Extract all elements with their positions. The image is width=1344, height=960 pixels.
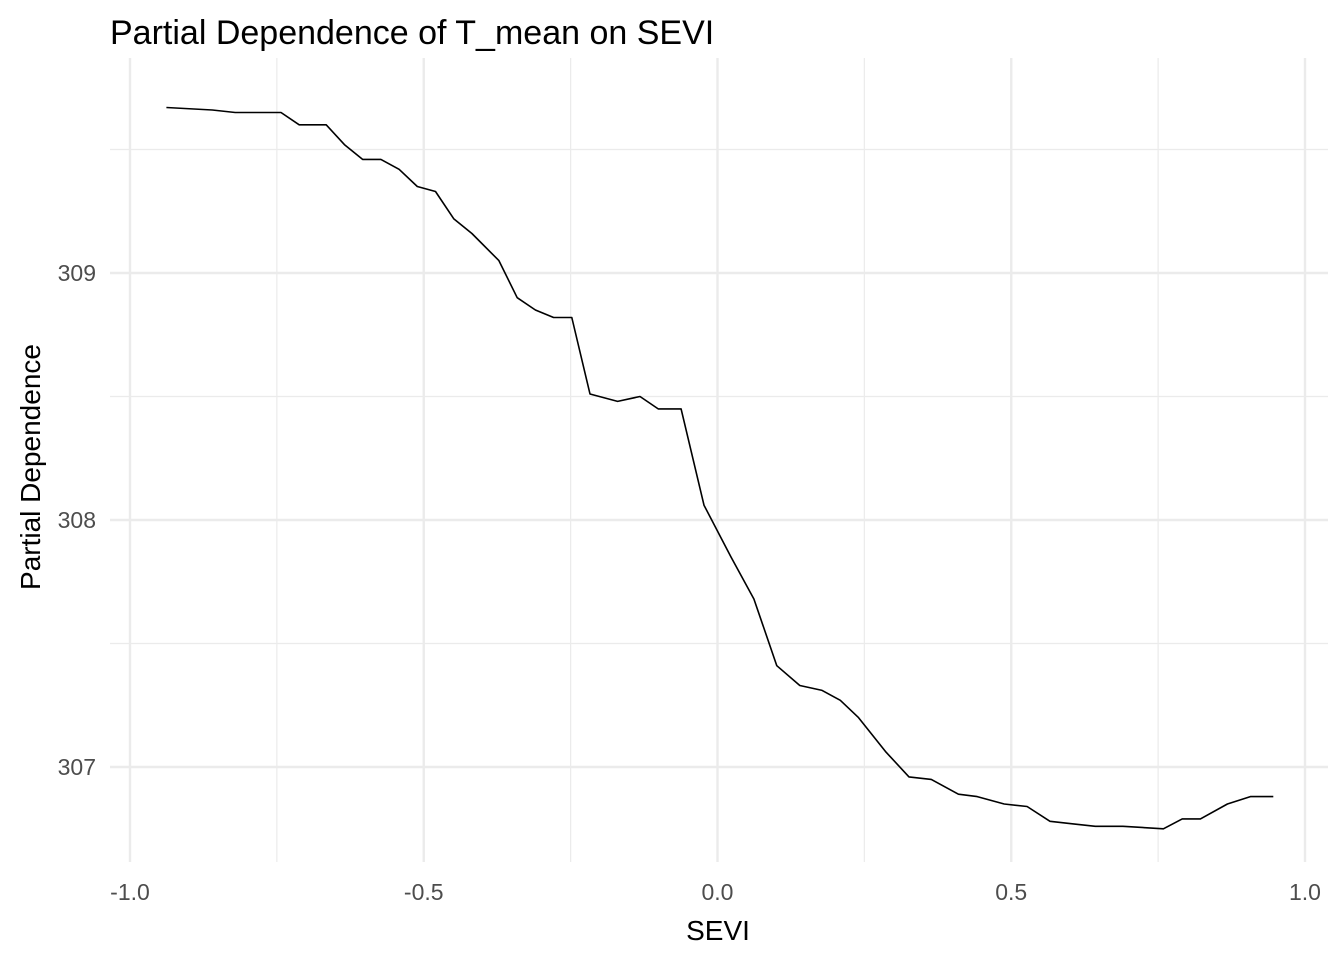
chart-title: Partial Dependence of T_mean on SEVI — [110, 14, 714, 52]
x-axis-title: SEVI — [686, 915, 750, 946]
major-gridlines — [110, 58, 1328, 862]
y-tick-label: 309 — [58, 260, 96, 286]
y-tick-label: 308 — [58, 507, 96, 533]
partial-dependence-line — [166, 106, 1274, 830]
y-axis-title: Partial Dependence — [15, 344, 46, 590]
y-tick-label: 307 — [58, 754, 96, 780]
x-tick-label: 0.0 — [702, 879, 734, 905]
y-axis-tick-labels: 307 308 309 — [58, 260, 96, 780]
x-tick-label: -1.0 — [110, 879, 150, 905]
x-tick-label: 1.0 — [1289, 879, 1321, 905]
x-tick-label: -0.5 — [404, 879, 444, 905]
x-axis-tick-labels: -1.0 -0.5 0.0 0.5 1.0 — [110, 879, 1321, 905]
x-tick-label: 0.5 — [995, 879, 1027, 905]
minor-gridlines — [110, 58, 1328, 862]
